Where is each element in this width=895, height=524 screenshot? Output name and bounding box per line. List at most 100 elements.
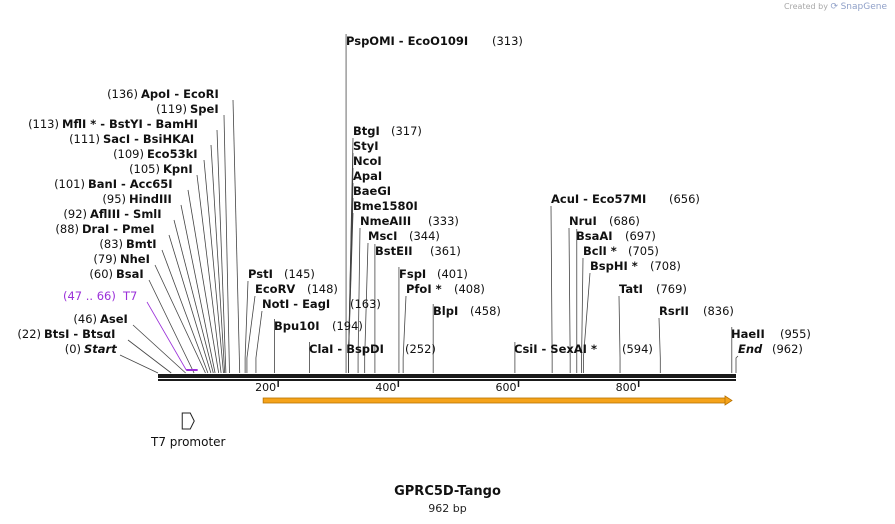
site-position-label: (656) <box>669 192 700 206</box>
site-position-label: (145) <box>284 267 315 281</box>
axis-tick-label: 400 <box>375 381 396 394</box>
site-name-label[interactable]: Bpu10I <box>274 319 319 333</box>
site-name-label[interactable]: MflI * - BstYI - BamHI <box>62 117 198 131</box>
site-leader-line <box>348 212 354 373</box>
site-name-label[interactable]: EcoRV <box>255 282 295 296</box>
site-name-label[interactable]: Eco53kI <box>147 147 198 161</box>
site-name-label[interactable]: NcoI <box>353 154 382 168</box>
site-leader-line <box>244 280 249 373</box>
site-leader-line <box>148 279 195 374</box>
site-name-label[interactable]: TatI <box>619 282 643 296</box>
site-position-label: (101) <box>54 177 85 191</box>
site-position-label: (594) <box>622 342 653 356</box>
site-name-label[interactable]: NheI <box>120 252 150 266</box>
site-name-label[interactable]: End <box>738 342 763 356</box>
site-position-label: (313) <box>492 34 523 48</box>
site-position-label: (163) <box>350 297 381 311</box>
site-leader-line <box>161 249 209 374</box>
axis-tick-label: 800 <box>616 381 637 394</box>
site-position-label: (119) <box>156 102 187 116</box>
site-leader-line <box>203 159 224 374</box>
site-position-label: (0) <box>65 342 81 356</box>
primer-position-label: (47 .. 66) <box>63 289 116 303</box>
primer-name-label[interactable]: T7 <box>122 289 137 303</box>
site-name-label[interactable]: BclI * <box>583 244 617 258</box>
site-name-label[interactable]: KpnI <box>163 162 193 176</box>
site-name-label[interactable]: PspOMI - EcoO109I <box>346 34 468 48</box>
site-name-label[interactable]: AflIII - SmlI <box>90 207 162 221</box>
site-leader-line <box>127 339 172 374</box>
site-name-label[interactable]: NotI - EagI <box>262 297 330 311</box>
site-leader-line <box>402 295 407 373</box>
site-name-label[interactable]: BlpI <box>433 304 458 318</box>
site-name-label[interactable]: FspI <box>399 267 426 281</box>
site-name-label[interactable]: BaeGI <box>353 184 391 198</box>
site-position-label: (22) <box>17 327 41 341</box>
site-name-label[interactable]: MscI <box>368 229 397 243</box>
site-name-label[interactable]: BsaI <box>116 267 144 281</box>
site-name-label[interactable]: HindIII <box>129 192 172 206</box>
site-name-label[interactable]: StyI <box>353 139 379 153</box>
site-name-label[interactable]: BmtI <box>126 237 157 251</box>
site-position-label: (83) <box>99 237 123 251</box>
site-position-label: (344) <box>409 229 440 243</box>
site-name-label[interactable]: CsiI - SexAI * <box>514 342 597 356</box>
site-name-label[interactable]: BanI - Acc65I <box>88 177 173 191</box>
site-name-label[interactable]: BstEII <box>375 244 413 258</box>
site-name-label[interactable]: HaeII <box>731 327 765 341</box>
promoter-arrow-icon[interactable] <box>181 412 195 430</box>
site-name-label[interactable]: Start <box>84 342 117 356</box>
site-name-label[interactable]: BtgI <box>353 124 380 138</box>
site-position-label: (708) <box>650 259 681 273</box>
site-name-label[interactable]: DraI - PmeI <box>82 222 155 236</box>
site-name-label[interactable]: ClaI - BspDI <box>309 342 384 356</box>
site-position-label: (105) <box>129 162 160 176</box>
site-leader-line <box>255 310 263 373</box>
site-leader-line <box>364 242 369 373</box>
site-leader-line <box>618 295 621 373</box>
site-name-label[interactable]: BspHI * <box>590 259 638 273</box>
site-name-label[interactable]: SpeI <box>190 102 219 116</box>
site-name-label[interactable]: NmeAIII <box>360 214 411 228</box>
site-position-label: (317) <box>391 124 422 138</box>
map-length: 962 bp <box>428 502 467 515</box>
site-position-label: (962) <box>772 342 803 356</box>
site-name-label[interactable]: BsaAI <box>576 229 613 243</box>
site-name-label[interactable]: SacI - BsiHKAI <box>103 132 194 146</box>
site-name-label[interactable]: ApoI - EcoRI <box>141 87 219 101</box>
site-position-label: (955) <box>780 327 811 341</box>
site-name-label[interactable]: AcuI - Eco57MI <box>551 192 646 206</box>
backbone-top-strand <box>158 374 736 378</box>
site-name-label[interactable]: ApaI <box>353 169 382 183</box>
site-leader-line <box>196 174 222 374</box>
feature-bar[interactable] <box>262 397 727 404</box>
site-position-label: (92) <box>63 207 87 221</box>
site-leader-line <box>216 129 227 374</box>
axis-tick-label: 600 <box>495 381 516 394</box>
site-name-label[interactable]: Bme1580I <box>353 199 418 213</box>
site-leader-line <box>119 354 159 374</box>
site-leader-line <box>658 317 661 373</box>
site-name-label[interactable]: AseI <box>100 312 128 326</box>
site-leader-line <box>568 227 571 373</box>
site-name-label[interactable]: PfoI * <box>406 282 442 296</box>
site-leader-line <box>132 324 186 374</box>
site-leader-line <box>582 272 591 373</box>
site-position-label: (60) <box>89 267 113 281</box>
site-leader-line <box>223 114 230 374</box>
site-name-label[interactable]: BtsI - BtsαI <box>44 327 115 341</box>
snapgene-logo-icon: ⟳ <box>830 2 839 12</box>
site-name-label[interactable]: NruI <box>569 214 597 228</box>
credit-brand: SnapGene <box>840 2 887 12</box>
primer-leader-line <box>146 301 187 371</box>
site-name-label[interactable]: PstI <box>248 267 273 281</box>
snapgene-credit: Created by ⟳ SnapGene <box>784 2 887 12</box>
site-position-label: (79) <box>93 252 117 266</box>
site-leader-line <box>246 295 256 373</box>
site-position-label: (111) <box>69 132 100 146</box>
map-title: GPRC5D-Tango <box>394 484 501 499</box>
site-leader-line <box>173 219 214 374</box>
site-name-label[interactable]: RsrII <box>659 304 689 318</box>
site-position-label: (252) <box>405 342 436 356</box>
